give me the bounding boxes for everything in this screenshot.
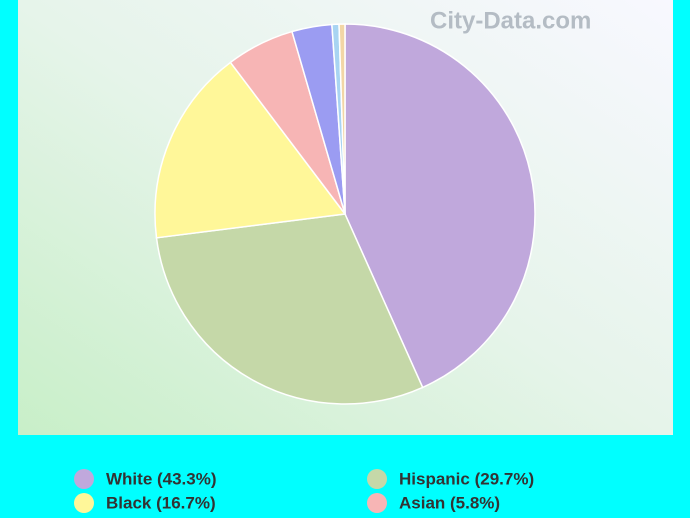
legend-label: White (43.3%)	[106, 469, 217, 488]
pie-slice	[155, 213, 424, 405]
pie-slice	[344, 23, 536, 389]
legend-label: Asian (5.8%)	[399, 493, 500, 512]
pie-slice	[154, 61, 347, 239]
legend-marker	[367, 469, 387, 489]
legend-marker	[367, 493, 387, 513]
legend-label: Black (16.7%)	[106, 493, 216, 512]
legend-label: Hispanic (29.7%)	[399, 469, 534, 488]
legend-marker	[74, 469, 94, 489]
pie-slice	[338, 23, 346, 215]
legend-marker	[74, 493, 94, 513]
watermark: City-Data.com	[430, 7, 591, 34]
